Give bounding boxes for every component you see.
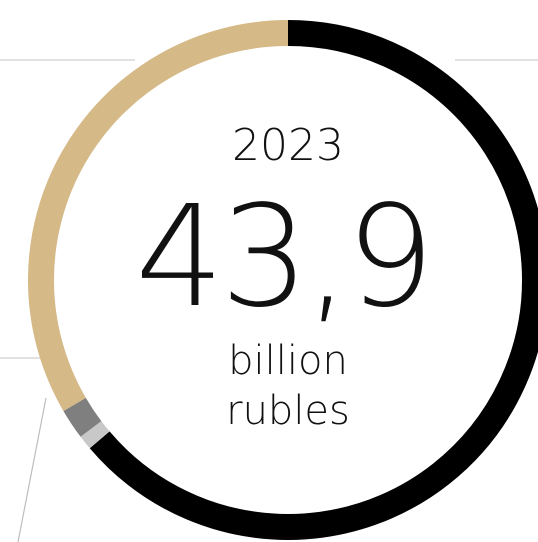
leader-line-diagonal	[17, 397, 47, 542]
donut-slice-0	[89, 20, 538, 540]
total-value: 43,9	[135, 176, 435, 339]
unit-label-line1: billion	[228, 338, 348, 384]
unit-label-line2: rubles	[226, 388, 350, 434]
donut-slice-1	[80, 421, 110, 449]
donut-slices	[28, 20, 538, 540]
donut-slice-3	[28, 20, 289, 411]
chart-title-year: 2023	[232, 120, 344, 171]
donut-slice-2	[63, 397, 102, 437]
